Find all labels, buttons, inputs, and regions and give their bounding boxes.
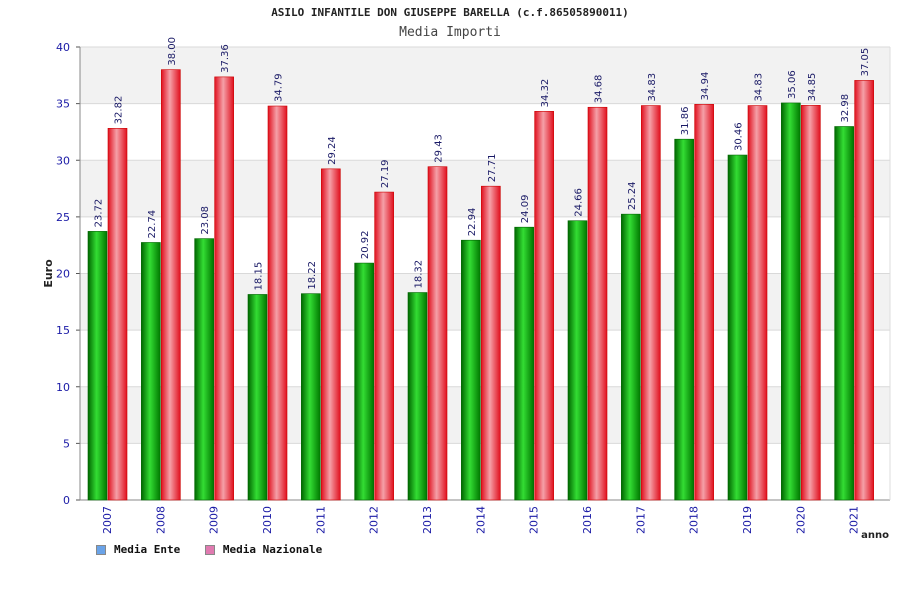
data-label: 23.72: [94, 199, 105, 228]
bar-media-nazionale-2011: [321, 168, 341, 501]
data-label: 29.43: [434, 134, 445, 163]
x-tick-label: 2020: [794, 506, 807, 534]
data-label: 29.24: [327, 136, 338, 165]
y-axis-label: Euro: [42, 259, 55, 288]
y-tick-label: 30: [56, 154, 70, 167]
bar-media-nazionale-2020: [801, 105, 821, 501]
bar-media-nazionale-2015: [534, 111, 554, 501]
data-label: 18.22: [307, 261, 318, 290]
bar-media-ente-2021: [834, 126, 854, 501]
y-tick-label: 40: [56, 41, 70, 54]
bar-media-nazionale-2017: [641, 105, 661, 501]
data-label: 20.92: [360, 230, 371, 259]
legend-label-media-nazionale: Media Nazionale: [222, 543, 323, 556]
x-tick-label: 2009: [208, 506, 221, 534]
data-label: 34.85: [807, 73, 818, 102]
bar-media-nazionale-2018: [694, 104, 714, 501]
y-tick-label: 15: [56, 324, 70, 337]
x-tick-label: 2010: [261, 506, 274, 534]
bar-media-nazionale-2016: [587, 106, 608, 501]
data-label: 34.79: [274, 73, 285, 102]
bar-media-nazionale-2021: [854, 80, 874, 501]
grid-band: [80, 47, 890, 104]
bar-media-ente-2007: [87, 231, 108, 501]
data-label: 35.06: [787, 70, 798, 99]
x-tick-label: 2014: [474, 506, 487, 534]
bar-media-ente-2010: [247, 294, 268, 501]
data-label: 18.32: [414, 260, 425, 289]
grid-band: [80, 103, 890, 161]
data-label: 32.82: [114, 96, 125, 125]
y-tick-label: 20: [56, 268, 70, 281]
x-tick-label: 2019: [741, 506, 754, 534]
chart-subtitle: Media Importi: [399, 25, 501, 40]
data-label: 30.46: [734, 122, 745, 151]
x-tick-label: 2017: [634, 506, 647, 534]
data-label: 25.24: [627, 182, 638, 211]
data-label: 34.32: [540, 79, 551, 108]
bar-media-ente-2018: [674, 138, 694, 501]
data-label: 34.94: [700, 72, 711, 101]
bar-media-ente-2009: [194, 238, 214, 501]
data-label: 37.36: [220, 44, 231, 73]
data-label: 18.15: [254, 262, 265, 291]
data-label: 34.83: [754, 73, 765, 102]
chart-legend: Media Ente Media Nazionale: [96, 543, 340, 558]
x-axis-label: anno: [861, 530, 889, 541]
x-tick-label: 2013: [421, 506, 434, 534]
x-tick-label: 2012: [368, 506, 381, 534]
bar-media-ente-2013: [407, 292, 428, 501]
data-label: 24.09: [520, 195, 531, 224]
bar-media-ente-2011: [301, 293, 321, 501]
bar-media-ente-2015: [514, 226, 534, 501]
y-tick-label: 10: [56, 381, 70, 394]
data-label: 31.86: [680, 107, 691, 136]
bar-media-ente-2017: [621, 213, 641, 501]
bar-media-nazionale-2019: [747, 105, 768, 501]
bar-media-nazionale-2012: [374, 191, 394, 501]
data-label: 22.74: [147, 210, 158, 239]
bar-media-ente-2008: [141, 242, 161, 501]
data-label: 24.66: [574, 188, 585, 217]
legend-swatch-media-nazionale: [204, 544, 215, 555]
bar-media-ente-2014: [461, 239, 481, 501]
y-tick-label: 0: [63, 494, 70, 507]
legend-label-media-ente: Media Ente: [114, 543, 181, 556]
data-label: 34.68: [594, 75, 605, 104]
legend-item-media-ente: Media Ente: [96, 543, 180, 556]
bar-media-nazionale-2009: [214, 76, 234, 501]
y-tick-label: 35: [56, 98, 70, 111]
data-label: 27.19: [380, 159, 391, 188]
bar-media-nazionale-2010: [267, 105, 288, 501]
bar-media-ente-2012: [354, 262, 374, 501]
data-label: 23.08: [200, 206, 211, 235]
bar-media-nazionale-2014: [481, 185, 501, 501]
bar-media-ente-2020: [781, 102, 801, 501]
data-label: 38.00: [167, 37, 178, 66]
x-tick-label: 2015: [528, 506, 541, 534]
data-label: 34.83: [647, 73, 658, 102]
data-label: 37.05: [860, 48, 871, 77]
y-tick-label: 5: [63, 437, 70, 450]
bar-media-nazionale-2007: [107, 128, 128, 501]
data-label: 27.71: [487, 154, 498, 183]
x-tick-label: 2018: [688, 506, 701, 534]
x-tick-label: 2007: [101, 506, 114, 534]
x-tick-label: 2008: [154, 506, 167, 534]
bar-media-ente-2016: [567, 220, 588, 501]
bar-media-nazionale-2008: [161, 69, 181, 501]
y-tick-label: 25: [56, 211, 70, 224]
x-tick-label: 2021: [848, 506, 861, 534]
bar-media-ente-2019: [727, 154, 748, 501]
data-label: 22.94: [467, 208, 478, 237]
chart-title: ASILO INFANTILE DON GIUSEPPE BARELLA (c.…: [271, 6, 629, 19]
legend-item-media-nazionale: Media Nazionale: [204, 543, 323, 556]
x-tick-label: 2011: [314, 506, 327, 534]
legend-swatch-media-ente: [96, 544, 106, 555]
data-label: 32.98: [840, 94, 851, 123]
x-tick-label: 2016: [581, 506, 594, 534]
bar-media-nazionale-2013: [427, 166, 448, 501]
